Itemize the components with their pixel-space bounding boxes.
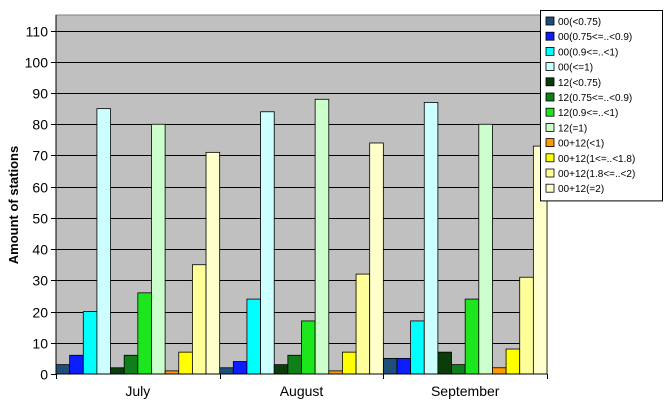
bar [123,354,139,375]
y-tick-label: 0 [40,367,48,383]
legend-swatch [545,168,555,178]
y-tick-label: 20 [32,305,48,321]
legend-box [540,10,663,202]
legend-label: 00+12(<1) [558,139,604,150]
legend-label: 00+12(=2) [558,184,604,195]
bar [205,151,221,375]
y-tick-label: 50 [32,211,48,227]
bar [396,357,412,375]
legend-swatch [545,92,555,102]
bar [410,320,425,375]
legend-label: 00(<0.75) [558,17,601,28]
legend-swatch [545,77,555,87]
x-category-label: August [280,383,324,399]
bar [451,364,466,375]
bar [232,361,248,375]
bar [246,298,261,375]
bar [137,292,152,375]
y-tick-label: 40 [32,242,48,258]
legend-swatch [545,153,555,163]
legend-label: 12(0.75<=..<0.9) [558,93,632,104]
bar [69,354,84,375]
legend-swatch [545,31,555,41]
legend-swatch [545,138,555,148]
bar [382,357,398,375]
x-category-label: July [125,383,150,399]
y-tick-label: 70 [32,148,48,164]
y-tick-label: 110 [26,24,49,40]
bar [287,354,302,375]
bar [219,367,234,375]
legend-label: 12(0.9<=..<1) [558,108,618,119]
bar [301,320,316,375]
bar [82,311,98,375]
legend-swatch [545,47,555,56]
legend-label: 00+12(1.8<=..<2) [558,169,635,180]
legend-swatch [545,16,555,26]
y-tick-label: 10 [32,336,48,352]
legend-label: 12(<0.75) [558,78,601,89]
bar [110,367,125,375]
bar [505,348,521,375]
legend: 00(<0.75) 00(0.75<=..<0.9) 00(0.9<=..<1) 00… [540,10,663,202]
bar [492,367,507,375]
bar [423,102,439,375]
bar [355,273,371,375]
legend-label: 12(=1) [558,123,587,134]
y-ticks: 0 10 20 30 40 50 60 70 80 90 100 110 [25,24,56,383]
y-tick-label: 30 [32,273,48,289]
y-tick-label: 100 [25,55,49,71]
legend-swatch [545,107,555,117]
bar [437,351,452,375]
bar [273,364,289,375]
bar [369,142,384,375]
legend-label: 00(<=1) [558,63,593,74]
bar [151,123,166,375]
legend-label: 00(0.75<=..<0.9) [558,32,632,43]
x-category-label: September [431,383,500,399]
bar [260,111,275,375]
y-tick-label: 60 [32,180,48,196]
bar [478,123,493,375]
bar [519,276,534,375]
bar [464,298,480,375]
bar [191,264,207,375]
legend-label: 00+12(1<=..<1.8) [558,154,635,165]
bar [96,108,111,375]
bar [178,351,193,375]
x-ticks: July August September [56,374,548,399]
bar [314,98,330,375]
bar [342,351,357,375]
legend-label: 00(0.9<=..<1) [558,47,618,58]
legend-swatch [545,183,555,193]
y-tick-label: 90 [32,86,48,102]
legend-swatch [545,62,555,71]
y-axis-title: Amount of stations [6,146,21,264]
bar [55,364,71,375]
legend-swatch [545,123,555,132]
y-tick-label: 80 [32,117,48,133]
